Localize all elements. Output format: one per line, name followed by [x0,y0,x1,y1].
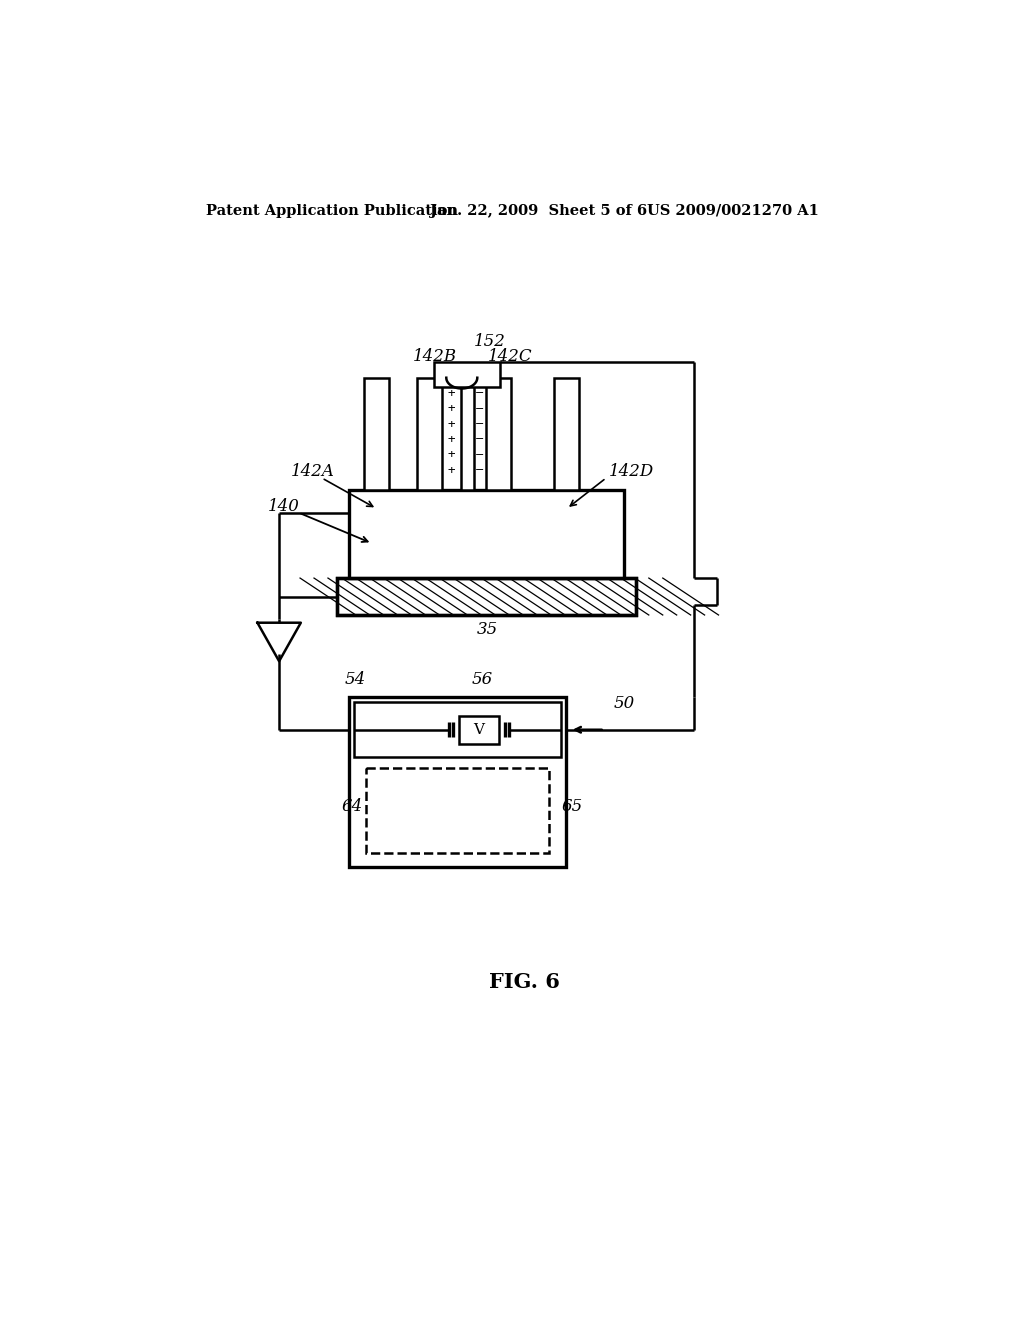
Bar [434,363,500,387]
Bar [459,715,500,743]
Bar [337,578,636,615]
Text: US 2009/0021270 A1: US 2009/0021270 A1 [647,203,819,218]
Text: +: + [447,417,456,430]
Text: +: + [447,463,456,477]
Bar [417,378,442,490]
Text: V: V [473,723,484,737]
Text: 35: 35 [477,622,499,639]
Bar [349,697,566,867]
Bar [353,702,561,758]
Text: 142A: 142A [291,462,335,479]
Text: +: + [447,403,456,416]
Text: +: + [447,433,456,446]
Text: +: + [447,387,456,400]
Text: −: − [475,465,484,475]
Bar [461,378,474,490]
Text: −: − [475,434,484,445]
Text: −: − [475,404,484,413]
Text: −: − [475,450,484,459]
Bar [486,378,511,490]
Text: 54: 54 [345,671,367,688]
Text: −: − [475,388,484,399]
Bar [554,378,579,490]
Text: 142C: 142C [487,348,532,364]
Bar [337,578,636,615]
Bar [337,578,636,615]
Text: 140: 140 [267,498,299,515]
Bar [366,768,549,853]
Text: 64: 64 [341,797,362,814]
Text: FIG. 6: FIG. 6 [489,973,560,993]
Text: Patent Application Publication: Patent Application Publication [206,203,458,218]
Text: 142D: 142D [608,462,653,479]
Text: 50: 50 [614,696,635,713]
Text: 142B: 142B [414,348,458,364]
Text: +: + [447,449,456,462]
Bar [349,490,624,578]
Text: 152: 152 [474,333,506,350]
Bar [365,378,389,490]
Text: 56: 56 [471,671,493,688]
Text: Jan. 22, 2009  Sheet 5 of 6: Jan. 22, 2009 Sheet 5 of 6 [430,203,647,218]
Text: −: − [475,418,484,429]
Text: 65: 65 [562,797,584,814]
